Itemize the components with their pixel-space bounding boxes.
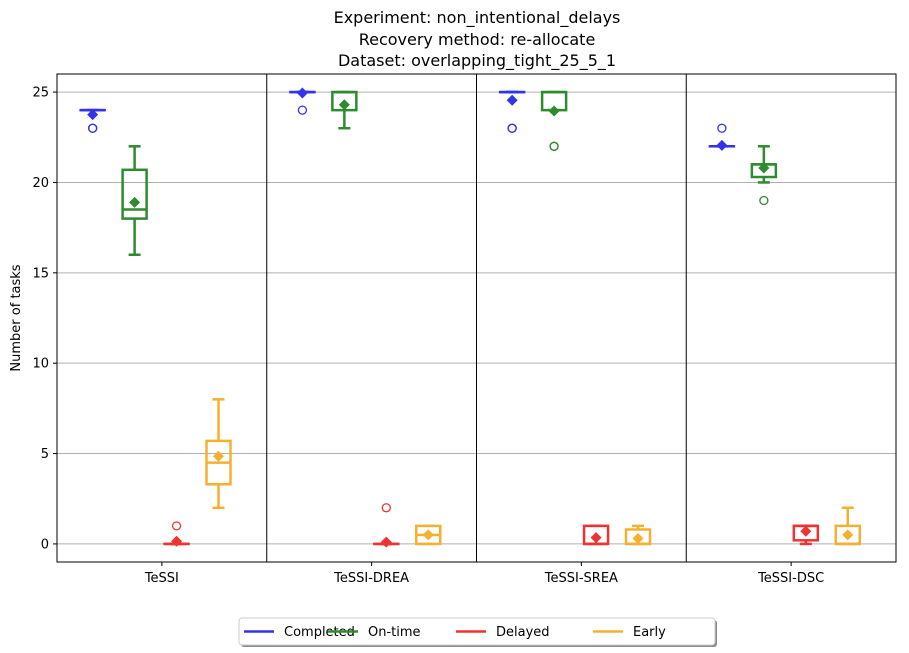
y-tick-label: 10 [32,357,49,372]
box-on-time-1 [331,90,358,130]
box-completed-3 [708,123,736,151]
x-tick-label: TeSSI-DREA [333,571,409,586]
y-tick-label: 0 [41,537,49,552]
title-line-1: Experiment: non_intentional_delays [334,8,621,28]
legend: Completed On-time Delayed Early [238,617,717,647]
box-iqr [121,168,148,220]
mean-marker [548,105,560,117]
box-completed-1 [289,87,316,115]
outlier-point [381,503,391,513]
box-on-time-2 [540,90,568,151]
title-line-3: Dataset: overlapping_tight_25_5_1 [338,51,616,71]
box-completed-2 [498,90,526,133]
legend-label: Completed [284,625,355,640]
box-completed-0 [79,108,106,133]
mean-marker [171,535,183,547]
mean-marker [800,525,812,537]
box-early-3 [834,506,862,546]
mean-marker [590,532,602,544]
outlier-point [717,123,727,133]
mean-marker [716,139,728,151]
mean-marker [87,109,99,121]
box-early-1 [415,524,442,546]
outlier-point [549,141,559,151]
mean-marker [758,162,770,174]
outlier-point [297,105,308,115]
mean-marker [506,94,518,106]
mean-marker [213,450,225,462]
mean-marker [632,533,644,545]
category-dividers [266,74,687,562]
box-delayed-1 [373,503,400,548]
y-tick-label: 5 [41,447,49,462]
mean-marker [129,196,141,208]
legend-label: Delayed [496,625,550,640]
y-axis-label: Number of tasks [9,264,24,371]
mean-marker [380,536,392,548]
box-delayed-2 [582,524,610,546]
plot-frame [56,73,897,563]
box-early-2 [624,524,652,546]
legend-label: Early [633,625,666,640]
legend-label: On-time [368,625,421,640]
outlier-point [759,195,769,206]
outlier-point [171,521,182,531]
y-tick-label: 20 [32,176,49,191]
y-tick-label: 15 [32,266,49,281]
mean-marker [296,87,308,99]
mean-marker [422,529,434,541]
box-early-0 [205,398,232,510]
box-on-time-3 [750,145,778,206]
outlier-point [88,123,98,133]
mean-marker [842,529,854,541]
outlier-point [507,123,517,133]
x-tick-label: TeSSI-DSC [757,571,824,586]
x-axis-ticks: TeSSI TeSSI-DREA TeSSI-SREA TeSSI-DSC [144,562,824,586]
title-line-2: Recovery method: re-allocate [359,30,596,49]
x-tick-label: TeSSI [144,571,179,586]
x-tick-label: TeSSI-SREA [544,571,618,586]
mean-marker [338,99,350,111]
chart-title: Experiment: non_intentional_delays Recov… [334,8,621,71]
box-delayed-0 [163,521,190,547]
box-delayed-3 [792,524,820,546]
box-plot-marks [79,87,862,548]
y-axis-ticks: 0 5 10 15 20 25 [32,86,57,552]
box-on-time-0 [121,145,148,256]
y-tick-label: 25 [32,86,49,101]
